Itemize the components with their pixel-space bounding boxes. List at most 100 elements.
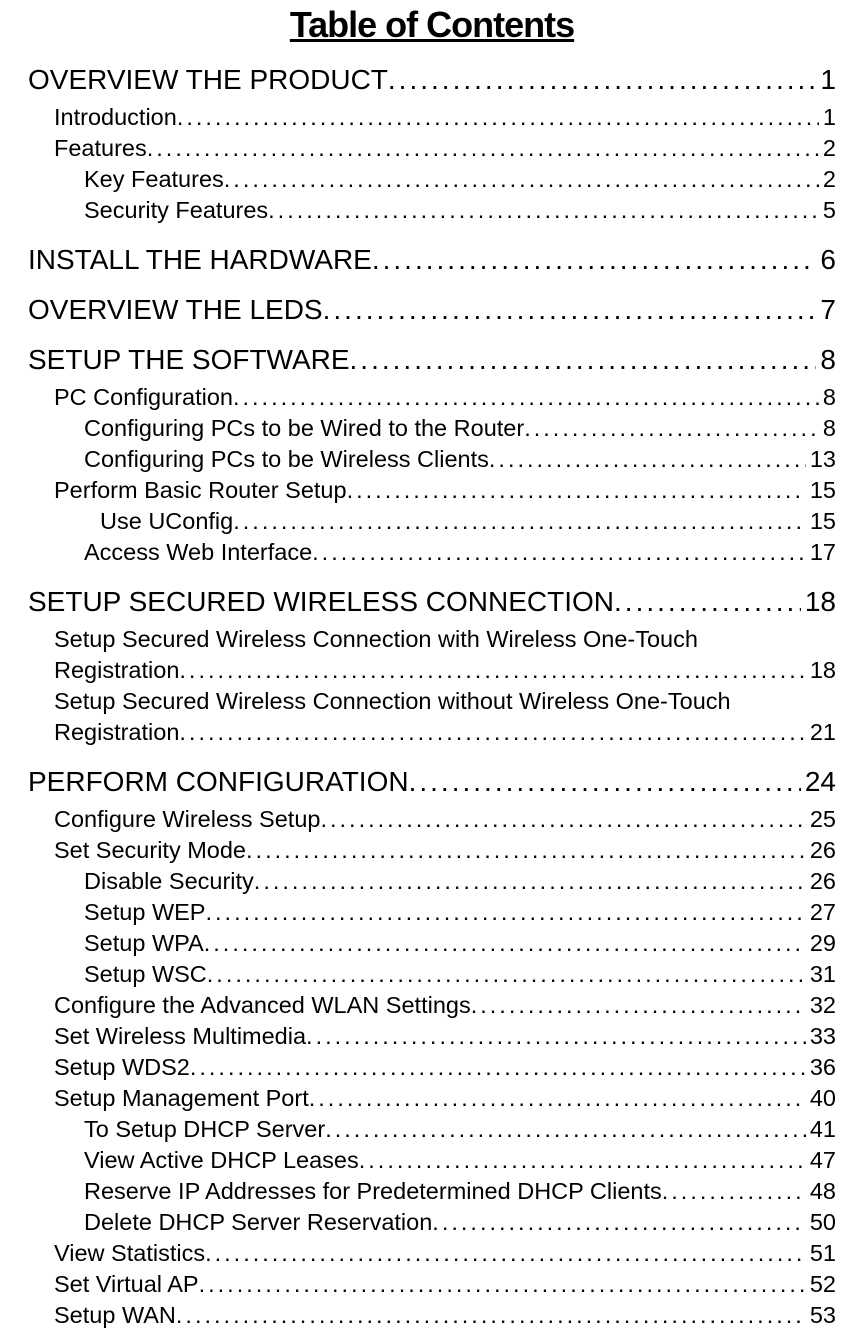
toc-page-number: 50: [806, 1207, 836, 1238]
toc-entry: Disable Security .......................…: [84, 866, 836, 897]
toc-entry: Security Features ......................…: [84, 195, 836, 226]
toc-page-number: 1: [816, 64, 836, 96]
toc-label: Access Web Interface: [84, 537, 312, 568]
toc-entry: Key Features............................…: [84, 164, 836, 195]
toc-label: Delete DHCP Server Reservation: [84, 1207, 432, 1238]
toc-entry: Delete DHCP Server Reservation..........…: [84, 1207, 836, 1238]
toc-entry: Configuring PCs to be Wireless Clients..…: [84, 444, 836, 475]
toc-entry: Configure Wireless Setup................…: [54, 804, 836, 835]
toc-label: Configuring PCs to be Wired to the Route…: [84, 413, 524, 444]
toc-label: PERFORM CONFIGURATION: [28, 766, 409, 798]
toc-label: Perform Basic Router Setup: [54, 475, 347, 506]
toc-dots: ........................................…: [205, 1238, 806, 1269]
toc-label: Set Security Mode: [54, 835, 246, 866]
toc-page-number: 53: [806, 1300, 836, 1331]
toc-label: Key Features: [84, 164, 224, 195]
toc-dots: ........................................…: [179, 655, 805, 686]
toc-page-number: 36: [806, 1052, 836, 1083]
toc-entry: PC Configuration........................…: [54, 382, 836, 413]
toc-label: View Active DHCP Leases: [84, 1145, 359, 1176]
toc-page-number: 26: [806, 835, 836, 866]
toc-label: Configure Wireless Setup: [54, 804, 320, 835]
toc-dots: ........................................…: [347, 475, 806, 506]
toc-label: Introduction: [54, 102, 177, 133]
toc-page-number: 24: [801, 766, 836, 798]
toc-page-number: 7: [816, 294, 836, 326]
toc-page-number: 15: [806, 475, 836, 506]
toc-dots: ........................................…: [372, 244, 817, 276]
toc-entry: OVERVIEW THE PRODUCT....................…: [28, 64, 836, 96]
toc-label: Registration: [54, 655, 179, 686]
toc-label: Use UConfig: [100, 506, 233, 537]
toc-label: Configure the Advanced WLAN Settings: [54, 990, 471, 1021]
toc-label: Setup WEP: [84, 897, 205, 928]
toc-page-number: 8: [816, 344, 836, 376]
toc-entry: Setup WPA...............................…: [84, 928, 836, 959]
toc-dots: ........................................…: [489, 444, 806, 475]
toc-entry: Setup Management Port...................…: [54, 1083, 836, 1114]
toc-dots: ........................................…: [409, 766, 801, 798]
toc-dots: ........................................…: [246, 835, 806, 866]
toc-entry: Setup WSC...............................…: [84, 959, 836, 990]
toc-label: SETUP THE SOFTWARE: [28, 344, 350, 376]
toc-dots: ........................................…: [224, 164, 819, 195]
toc-page-number: 8: [819, 413, 836, 444]
toc-dots: ........................................…: [254, 866, 806, 897]
toc-entry: Configuring PCs to be Wired to the Route…: [84, 413, 836, 444]
toc-entry: Access Web Interface....................…: [84, 537, 836, 568]
toc-page-number: 1: [819, 102, 836, 133]
toc-entry: View Active DHCP Leases.................…: [84, 1145, 836, 1176]
toc-dots: ........................................…: [359, 1145, 806, 1176]
toc-entry: INSTALL THE HARDWARE....................…: [28, 244, 836, 276]
toc-label: Set Wireless Multimedia: [54, 1021, 306, 1052]
toc-label: View Statistics: [54, 1238, 205, 1269]
toc-dots: ........................................…: [309, 1083, 806, 1114]
toc-label: Setup WDS2: [54, 1052, 190, 1083]
toc-label: Security Features: [84, 195, 268, 226]
toc-dots: ........................................…: [325, 1114, 806, 1145]
toc-entry: SETUP THE SOFTWARE......................…: [28, 344, 836, 376]
page-title: Table of Contents: [28, 4, 836, 46]
toc-page-number: 21: [806, 717, 836, 748]
toc-page-number: 18: [801, 586, 836, 618]
toc-label: OVERVIEW THE LEDS: [28, 294, 323, 326]
toc-entry: OVERVIEW THE LEDS.......................…: [28, 294, 836, 326]
toc-label: To Setup DHCP Server: [84, 1114, 325, 1145]
toc-entry: Introduction............................…: [54, 102, 836, 133]
toc-page-number: 15: [806, 506, 836, 537]
toc-label: OVERVIEW THE PRODUCT: [28, 64, 388, 96]
toc-page-number: 51: [806, 1238, 836, 1269]
toc-dots: ........................................…: [350, 344, 817, 376]
toc-label: Features: [54, 133, 147, 164]
toc-entry: Set Virtual AP..........................…: [54, 1269, 836, 1300]
toc-entry: Configure the Advanced WLAN Settings....…: [54, 990, 836, 1021]
toc-entry: To Setup DHCP Server....................…: [84, 1114, 836, 1145]
toc-page-number: 8: [819, 382, 836, 413]
toc-dots: ........................................…: [388, 64, 817, 96]
toc-entry: Features ...............................…: [54, 133, 836, 164]
toc-dots: ........................................…: [268, 195, 819, 226]
toc-label: Setup WPA: [84, 928, 204, 959]
toc-dots: ........................................…: [147, 133, 819, 164]
toc-page-number: 29: [806, 928, 836, 959]
toc-dots: ........................................…: [432, 1207, 806, 1238]
toc-page-number: 48: [806, 1176, 836, 1207]
toc-dots: ........................................…: [205, 897, 805, 928]
toc-page-number: 5: [819, 195, 836, 226]
toc-page-number: 26: [806, 866, 836, 897]
toc-dots: ........................................…: [176, 1300, 806, 1331]
toc-label: Reserve IP Addresses for Predetermined D…: [84, 1176, 662, 1207]
toc-dots: ........................................…: [190, 1052, 806, 1083]
toc-page-number: 32: [806, 990, 836, 1021]
toc-label: Setup WSC: [84, 959, 207, 990]
toc-page-number: 17: [806, 537, 836, 568]
toc-page-number: 2: [819, 133, 836, 164]
toc-label: PC Configuration: [54, 382, 233, 413]
toc-entry: Set Wireless Multimedia.................…: [54, 1021, 836, 1052]
toc-dots: ........................................…: [323, 294, 817, 326]
toc-page-number: 33: [806, 1021, 836, 1052]
toc-entry: SETUP SECURED WIRELESS CONNECTION.......…: [28, 586, 836, 618]
toc-entry: Setup WEP ..............................…: [84, 897, 836, 928]
toc-label: Registration: [54, 717, 179, 748]
toc-entry: Registration............................…: [54, 655, 836, 686]
